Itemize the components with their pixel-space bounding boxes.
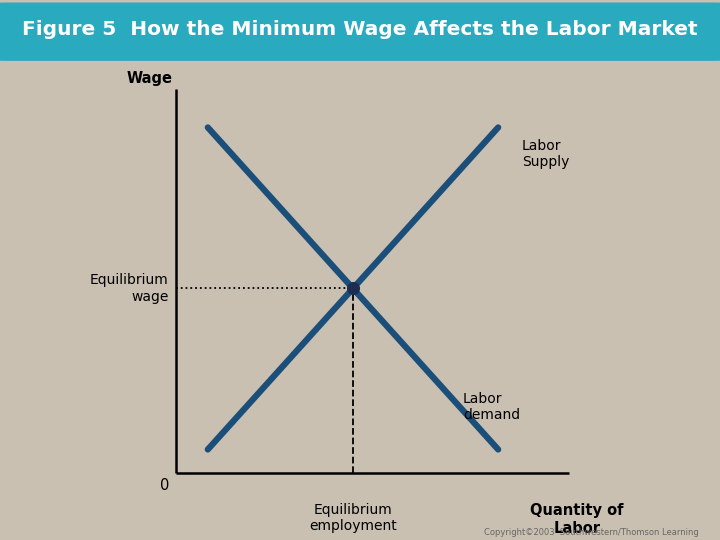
FancyBboxPatch shape [0,3,720,61]
Text: Figure 5  How the Minimum Wage Affects the Labor Market: Figure 5 How the Minimum Wage Affects th… [22,21,698,39]
Text: 0: 0 [160,478,169,493]
Point [347,284,359,293]
Text: Copyright©2003  Southwestern/Thomson Learning: Copyright©2003 Southwestern/Thomson Lear… [484,528,698,537]
Text: Labor
Supply: Labor Supply [522,139,569,170]
Text: Equilibrium
wage: Equilibrium wage [90,273,168,303]
Text: Labor
demand: Labor demand [463,392,520,422]
Text: Quantity of
Labor: Quantity of Labor [530,503,624,536]
Text: Wage: Wage [127,71,173,86]
Text: Equilibrium
employment: Equilibrium employment [309,503,397,534]
